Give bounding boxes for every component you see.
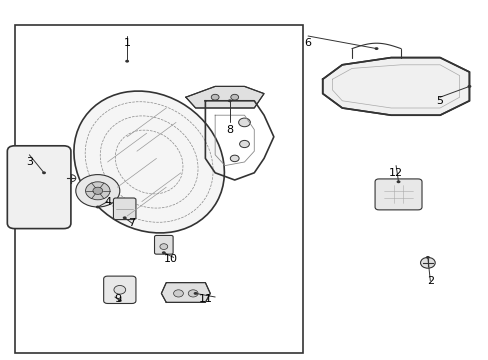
Circle shape [374,47,378,50]
Ellipse shape [74,91,224,233]
Circle shape [193,292,197,295]
Circle shape [188,290,198,297]
Circle shape [122,216,126,219]
Circle shape [93,187,102,194]
Circle shape [118,299,122,302]
Text: 8: 8 [226,125,233,135]
Circle shape [42,171,46,174]
Polygon shape [161,283,210,302]
Circle shape [230,155,239,162]
Polygon shape [322,58,468,115]
Circle shape [227,99,231,102]
Circle shape [173,290,183,297]
Circle shape [96,206,100,208]
Circle shape [160,244,167,249]
Text: 2: 2 [426,276,433,286]
Polygon shape [185,86,264,108]
FancyBboxPatch shape [7,146,71,229]
Circle shape [76,175,120,207]
FancyBboxPatch shape [374,179,421,210]
Text: 1: 1 [123,38,130,48]
Text: 7: 7 [128,218,135,228]
Circle shape [467,85,470,88]
Circle shape [396,180,400,183]
FancyBboxPatch shape [113,198,136,220]
Text: 12: 12 [388,168,402,178]
Text: 9: 9 [114,294,121,304]
Text: 11: 11 [198,294,212,304]
Circle shape [420,257,434,268]
Text: 4: 4 [104,197,111,207]
Circle shape [162,251,165,254]
Text: 5: 5 [436,96,443,106]
Circle shape [125,60,129,63]
Text: 6: 6 [304,38,311,48]
Circle shape [230,94,238,100]
FancyBboxPatch shape [103,276,136,303]
Circle shape [238,118,250,127]
Circle shape [425,256,429,259]
Circle shape [211,94,219,100]
Circle shape [239,140,249,148]
Circle shape [114,285,125,294]
Text: 3: 3 [26,157,33,167]
Text: 10: 10 [164,254,178,264]
Circle shape [85,182,110,200]
FancyBboxPatch shape [154,235,173,254]
